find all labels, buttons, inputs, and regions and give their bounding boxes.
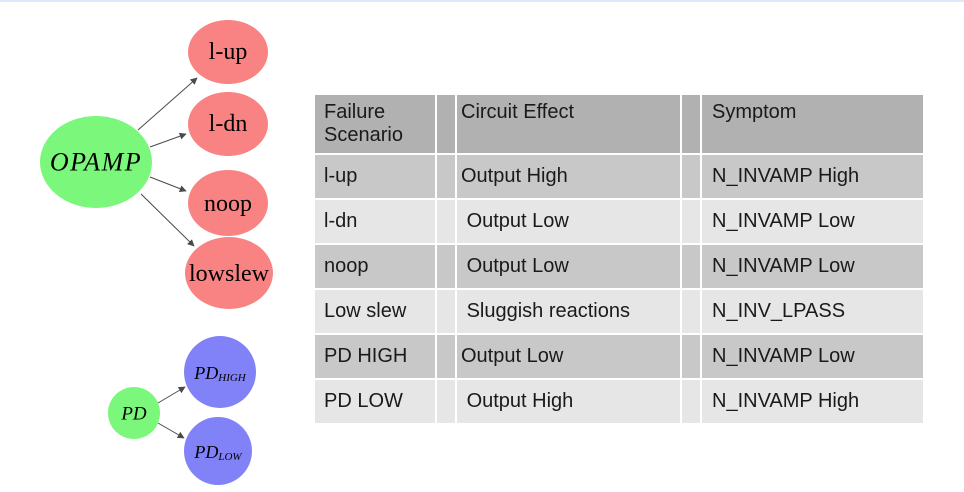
table-cell: Output Low bbox=[457, 335, 680, 378]
failure-node-lowslew bbox=[185, 237, 273, 309]
spacer-cell bbox=[682, 380, 700, 423]
table-cell: PD HIGH bbox=[315, 335, 435, 378]
failure-scenario-table: Failure Scenario Circuit Effect Symptom l-u… bbox=[315, 95, 923, 423]
table-cell: Output Low bbox=[457, 245, 680, 288]
failure-label: noop bbox=[204, 191, 252, 217]
failure-label: l-dn bbox=[209, 111, 248, 137]
spacer-cell bbox=[437, 155, 455, 198]
table-cell: N_INVAMP Low bbox=[702, 335, 923, 378]
table-cell: N_INVAMP Low bbox=[702, 245, 923, 288]
failure-label: l-up bbox=[209, 39, 248, 65]
pd-high-node bbox=[184, 336, 256, 408]
edge-opamp-lup bbox=[137, 77, 198, 131]
spacer-cell bbox=[682, 155, 700, 198]
table-cell: PD LOW bbox=[315, 380, 435, 423]
spacer-cell bbox=[437, 335, 455, 378]
pd-label: PD bbox=[120, 404, 147, 425]
column-header: Circuit Effect bbox=[457, 95, 680, 153]
edge-pd-pdlow bbox=[157, 422, 185, 439]
table-cell: N_INVAMP High bbox=[702, 380, 923, 423]
spacer-cell bbox=[437, 245, 455, 288]
table-cell: Output High bbox=[457, 155, 680, 198]
spacer-cell bbox=[437, 200, 455, 243]
table-cell: N_INVAMP High bbox=[702, 155, 923, 198]
opamp-node bbox=[40, 116, 152, 208]
edge-opamp-noop bbox=[149, 176, 187, 192]
column-header: Symptom bbox=[702, 95, 923, 153]
pd-node bbox=[108, 387, 160, 439]
header-spacer-cell bbox=[437, 95, 455, 153]
header-spacer-cell bbox=[682, 95, 700, 153]
pd-low-label: PDLOW bbox=[193, 442, 242, 463]
spacer-cell bbox=[682, 335, 700, 378]
spacer-cell bbox=[682, 200, 700, 243]
spacer-cell bbox=[682, 290, 700, 333]
failure-label: lowslew bbox=[189, 261, 270, 287]
table-cell: N_INVAMP Low bbox=[702, 200, 923, 243]
spacer-cell bbox=[682, 245, 700, 288]
spacer-cell bbox=[437, 290, 455, 333]
failure-node-lup bbox=[188, 20, 268, 84]
slide-top-border bbox=[0, 0, 964, 2]
edge-opamp-ldn bbox=[149, 132, 187, 148]
table-cell: N_INV_LPASS bbox=[702, 290, 923, 333]
table-cell: Sluggish reactions bbox=[457, 290, 680, 333]
spacer-cell bbox=[437, 380, 455, 423]
pd-low-node bbox=[184, 417, 252, 485]
table-cell: l-up bbox=[315, 155, 435, 198]
table-cell: noop bbox=[315, 245, 435, 288]
opamp-label: OPAMP bbox=[50, 148, 142, 177]
pd-high-label: PDHIGH bbox=[193, 363, 247, 384]
table-cell: Output Low bbox=[457, 200, 680, 243]
failure-node-ldn bbox=[188, 92, 268, 156]
failure-node-noop bbox=[188, 170, 268, 236]
edge-pd-pdhigh bbox=[157, 386, 186, 404]
table-cell: Low slew bbox=[315, 290, 435, 333]
table-cell: Output High bbox=[457, 380, 680, 423]
edge-opamp-lowslew bbox=[140, 193, 195, 247]
table-cell: l-dn bbox=[315, 200, 435, 243]
fault-tree-diagram: OPAMP l-up l-dn noop lowslew PD PDHIGH P… bbox=[40, 20, 273, 485]
column-header: Failure Scenario bbox=[315, 95, 435, 153]
